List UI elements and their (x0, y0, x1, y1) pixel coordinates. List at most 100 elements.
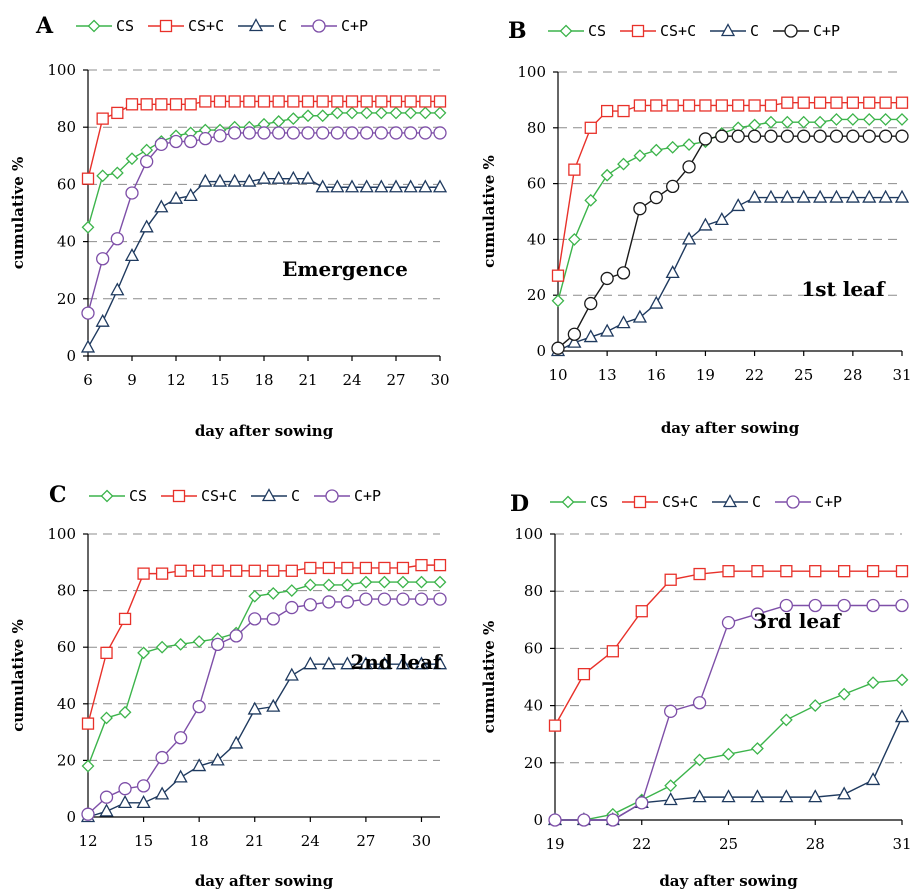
data-point (722, 747, 735, 761)
data-point (633, 202, 647, 216)
data-point (359, 575, 373, 589)
series-cs (81, 575, 447, 773)
data-point (211, 564, 224, 577)
data-point (764, 129, 778, 143)
data-point (617, 157, 630, 171)
legend-marker (720, 23, 736, 37)
data-point (169, 98, 183, 111)
data-point (682, 138, 696, 151)
data-point (389, 126, 403, 140)
data-point (247, 701, 262, 715)
legend-label: CS+C (188, 17, 224, 35)
y-tick-label: 20 (57, 290, 76, 308)
data-point (136, 794, 151, 808)
data-point (81, 807, 95, 821)
data-point (124, 248, 140, 262)
data-point (374, 126, 388, 140)
series-c-plus-p (551, 129, 909, 355)
y-tick-label: 80 (57, 118, 76, 136)
legend-marker (325, 489, 339, 503)
data-point (360, 126, 374, 140)
data-point (360, 95, 373, 108)
data-point (193, 564, 206, 577)
data-point (316, 109, 330, 123)
x-axis-label: day after sowing (195, 422, 334, 440)
data-point (110, 282, 125, 296)
y-tick-label: 60 (527, 175, 546, 193)
data-point (154, 137, 168, 152)
data-point (797, 129, 811, 143)
data-point (389, 106, 403, 120)
y-tick-label: 100 (514, 525, 543, 543)
data-point (866, 676, 880, 690)
data-point (228, 126, 242, 140)
x-tick-label: 21 (245, 832, 264, 850)
data-point (878, 189, 893, 203)
legend-marker (561, 495, 575, 509)
series-line (87, 581, 440, 767)
data-point (173, 769, 188, 783)
panel-c: 0 20 40 60 80 100 12 15 18 21 24 27 30 CS CS+C C C+P C 2nd… (9, 482, 448, 890)
y-axis-label: cumulative % (9, 619, 27, 732)
data-point (81, 759, 95, 773)
data-point (583, 329, 598, 343)
data-point (649, 143, 663, 157)
data-point (895, 96, 909, 109)
y-axis-label: cumulative % (480, 155, 498, 268)
series-cs-plus-c (551, 96, 909, 282)
legend-label: C+P (815, 493, 842, 511)
data-point (230, 564, 243, 577)
series-line (557, 101, 902, 276)
data-point (242, 173, 257, 187)
x-tick-label: 30 (430, 371, 449, 389)
stage-annotation: 3rd leaf (753, 609, 842, 633)
panel-letter: D (510, 491, 529, 517)
data-point (415, 575, 428, 589)
legend-marker (784, 24, 798, 38)
data-point (183, 187, 198, 201)
data-point (616, 266, 631, 280)
data-point (433, 592, 447, 606)
data-point (154, 199, 169, 213)
data-point (100, 646, 113, 660)
data-point (378, 575, 391, 589)
legend-label: CS+C (660, 22, 696, 40)
series-c (547, 709, 910, 826)
legend-label: C+P (341, 17, 368, 35)
data-point (358, 656, 373, 670)
x-axis-label: day after sowing (659, 872, 798, 890)
data-point (664, 704, 678, 718)
series-c (80, 656, 448, 823)
data-point (808, 789, 823, 803)
data-point (345, 95, 359, 108)
data-point (838, 565, 851, 578)
data-point (748, 99, 761, 112)
data-point (303, 598, 317, 612)
x-tick-label: 19 (696, 366, 715, 384)
data-point (137, 646, 150, 660)
data-point (830, 96, 843, 109)
data-point (198, 173, 213, 187)
data-point (862, 129, 876, 143)
data-point (715, 129, 729, 143)
data-point (731, 129, 745, 143)
data-point (286, 170, 301, 184)
data-point (796, 189, 811, 203)
data-point (210, 752, 225, 766)
data-point (331, 95, 344, 108)
data-point (322, 578, 336, 592)
data-point (110, 232, 124, 246)
data-point (340, 595, 355, 609)
data-point (388, 179, 404, 193)
data-point (81, 306, 95, 320)
legend-label: C (278, 17, 287, 35)
data-point (377, 592, 392, 606)
data-point (606, 813, 620, 827)
legend: CS CS+C C C+P (89, 487, 381, 505)
data-point (748, 118, 761, 132)
legend-label: C (291, 487, 300, 505)
data-point (780, 129, 794, 143)
series-c (80, 170, 448, 353)
data-point (664, 573, 677, 586)
data-point (81, 220, 95, 234)
